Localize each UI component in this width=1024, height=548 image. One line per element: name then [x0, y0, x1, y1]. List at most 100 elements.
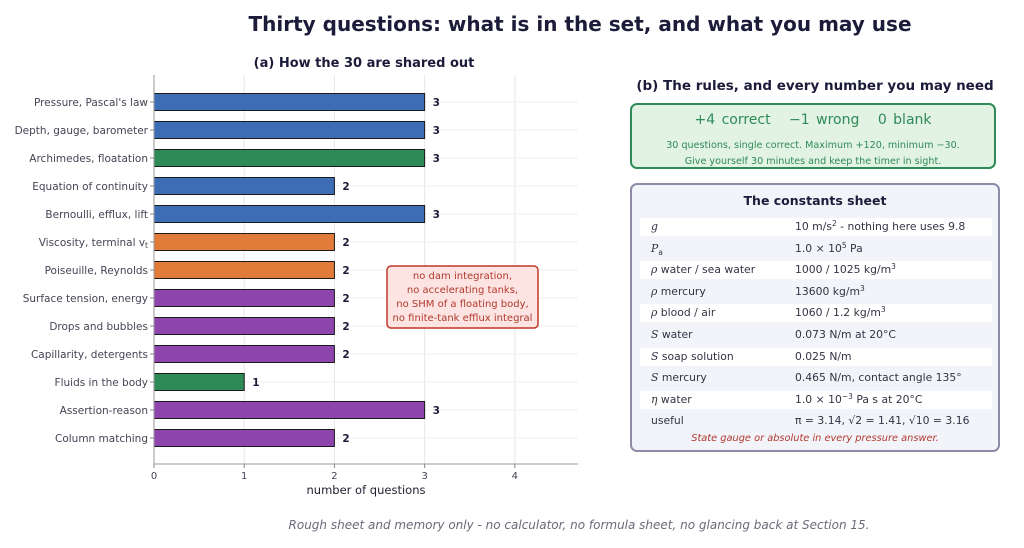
constant-value-exponent: 2 — [831, 219, 837, 228]
constant-label: water — [658, 328, 693, 341]
category-label: Pressure, Pascal's law — [34, 97, 148, 109]
constant-value-rest: Pa s at 20°C — [852, 392, 923, 406]
annotation-line: no accelerating tanks, — [407, 285, 518, 296]
constant-row: g 10 m/s2 - nothing here uses 9.8 — [640, 218, 992, 236]
constant-row: S soap solution 0.025 N/m — [640, 347, 992, 366]
x-tick-label: 4 — [512, 471, 518, 482]
constant-symbol: ρ — [651, 284, 658, 298]
category-label: Assertion-reason — [60, 405, 148, 417]
bar — [153, 289, 335, 307]
bar — [153, 401, 426, 419]
constants-sheet: The constants sheet State gauge or absol… — [630, 183, 1000, 452]
x-tick-label: 2 — [331, 471, 337, 482]
bar — [153, 261, 335, 279]
score-correct: +4 correct — [694, 112, 771, 128]
constant-symbol: ρ — [651, 263, 658, 277]
constant-value-main: 1000 / 1025 kg/m — [795, 263, 892, 277]
constant-label: water — [657, 392, 692, 406]
constant-symbol: g — [651, 220, 658, 233]
constant-name: η water — [651, 393, 692, 406]
constant-name: ρ water / sea water — [651, 263, 755, 276]
constant-label: useful — [651, 414, 684, 428]
bar-chart: (a) How the 30 are shared out 3 Pressure, … — [15, 56, 578, 497]
constant-name: S water — [651, 328, 693, 341]
constant-value: 0.465 N/m, contact angle 135° — [795, 371, 962, 384]
constant-row: ρ water / sea water 1000 / 1025 kg/m3 — [640, 261, 992, 280]
constant-row: Pa 1.0 × 105 Pa — [640, 240, 992, 258]
x-tick-label: 1 — [241, 471, 247, 482]
constant-name: ρ mercury — [651, 285, 706, 298]
bar — [153, 93, 426, 111]
constant-value-exponent: 3 — [880, 305, 886, 315]
annotation-box — [386, 265, 539, 329]
constant-symbol: ρ — [651, 306, 658, 320]
constant-value-rest: Pa — [846, 241, 863, 255]
constant-symbol: P — [651, 241, 659, 255]
constant-value: π = 3.14, √2 = 1.41, √10 = 3.16 — [795, 414, 969, 427]
constant-row: η water 1.0 × 10−3 Pa s at 20°C — [640, 390, 992, 409]
constant-value-main: 0.465 N/m, contact angle 135° — [795, 371, 962, 385]
bar — [153, 205, 426, 223]
constant-value-main: 0.025 N/m — [795, 349, 852, 363]
category-label: Depth, gauge, barometer — [15, 125, 149, 137]
score-wrong: −1 wrong — [789, 112, 860, 128]
constant-name: S mercury — [651, 371, 707, 384]
category-label: Poiseuille, Reynolds — [45, 265, 148, 277]
category-label: Viscosity, terminal vt — [39, 237, 148, 250]
category-label: Archimedes, floatation — [29, 153, 148, 165]
bar-value-label: 2 — [342, 433, 349, 445]
category-label: Column matching — [55, 433, 148, 445]
constant-row: ρ mercury 13600 kg/m3 — [640, 283, 992, 301]
constant-value-main: 13600 kg/m — [795, 284, 861, 298]
main-title: Thirty questions: what is in the set, an… — [248, 12, 912, 36]
constant-label: mercury — [658, 371, 707, 385]
constant-value-main: 1.0 × 10 — [795, 241, 842, 255]
bar — [153, 429, 335, 447]
rules-panel-title: (b) The rules, and every number you may … — [636, 78, 994, 94]
category-label: Fluids in the body — [55, 377, 148, 389]
annotation-line: no finite-tank efflux integral — [393, 313, 533, 324]
bar — [153, 373, 245, 391]
bar — [153, 121, 426, 139]
constants-title: The constants sheet — [743, 193, 887, 208]
constant-row: S mercury 0.465 N/m, contact angle 135° — [640, 369, 992, 387]
bar — [153, 177, 335, 195]
bar-value-label: 2 — [342, 181, 349, 193]
bar — [153, 149, 426, 167]
constant-value-rest: - nothing here uses 9.8 — [836, 220, 966, 233]
constant-row: useful π = 3.14, √2 = 1.41, √10 = 3.16 — [640, 412, 992, 430]
constant-value: 1060 / 1.2 kg/m3 — [795, 306, 886, 319]
constant-value-exponent: 5 — [841, 240, 847, 250]
constant-value-exponent: −3 — [841, 391, 853, 401]
constant-row: S water 0.073 N/m at 20°C — [640, 326, 992, 344]
bar — [153, 233, 335, 251]
bar-value-label: 1 — [252, 377, 259, 389]
constant-value: 0.073 N/m at 20°C — [795, 328, 896, 341]
constant-label: mercury — [657, 284, 706, 298]
constant-label: water / sea water — [657, 263, 756, 277]
constant-value: 1000 / 1025 kg/m3 — [795, 263, 896, 276]
constant-name: Pa — [651, 242, 663, 257]
constants-footer: State gauge or absolute in every pressur… — [691, 433, 939, 444]
constant-label: blood / air — [657, 306, 716, 320]
constant-value-main: 1060 / 1.2 kg/m — [795, 306, 881, 320]
bar-value-label: 3 — [433, 125, 440, 137]
constant-value: 1.0 × 10−3 Pa s at 20°C — [795, 393, 922, 406]
constant-value-main: π = 3.14, √2 = 1.41, √10 = 3.16 — [795, 414, 970, 428]
bar-value-label: 2 — [342, 293, 349, 305]
constant-value-main: 10 m/s — [795, 220, 832, 233]
constant-value: 13600 kg/m3 — [795, 285, 865, 298]
constant-value: 10 m/s2 - nothing here uses 9.8 — [795, 220, 965, 233]
constant-symbol: S — [651, 328, 659, 341]
bar-value-label: 2 — [342, 265, 349, 277]
constant-value-main: 0.073 N/m at 20°C — [795, 328, 896, 341]
constant-name: g — [651, 220, 658, 233]
category-label: Bernoulli, efflux, lift — [45, 209, 148, 221]
constant-value-exponent: 3 — [860, 283, 865, 293]
score-blank: 0 blank — [877, 112, 932, 128]
bar-value-label: 3 — [433, 153, 440, 165]
category-label: Capillarity, detergents — [31, 349, 148, 361]
category-label: Surface tension, energy — [23, 293, 148, 305]
annotation-line: no dam integration, — [413, 271, 512, 282]
scoring-note-1: 30 questions, single correct. Maximum +1… — [666, 140, 960, 151]
